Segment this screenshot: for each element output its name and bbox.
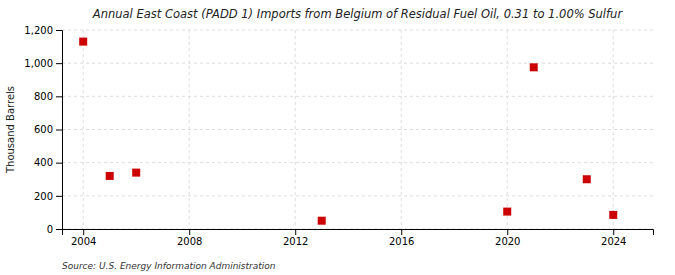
- plot-area: 2004 2008 2012 2016 2020 2024 0 200 400 600 800 1,0…: [24, 25, 653, 247]
- point: [503, 208, 511, 216]
- grid-line: [62, 96, 653, 97]
- tick-mark: [189, 229, 190, 235]
- tick: 0: [47, 224, 62, 235]
- tick: 2008: [177, 229, 202, 247]
- tick-label: 0: [47, 224, 53, 235]
- grid-line: [62, 30, 653, 31]
- tick-label: 2016: [389, 236, 414, 247]
- tick-label: 1,000: [24, 58, 53, 69]
- tick: 600: [34, 124, 62, 135]
- tick-label: 200: [34, 191, 53, 202]
- tick-label: 1,200: [24, 25, 53, 36]
- tick: 2024: [601, 229, 626, 247]
- tick-mark: [56, 229, 62, 230]
- grid-line: [62, 162, 653, 163]
- tick-mark: [295, 229, 296, 235]
- grid: [62, 30, 653, 229]
- tick: 200: [34, 191, 62, 202]
- tick-mark: [56, 30, 62, 31]
- grid-line: [62, 195, 653, 196]
- tick: 1,000: [24, 58, 62, 69]
- point: [609, 211, 617, 219]
- grid-line: [62, 63, 653, 64]
- tick-label: 2012: [283, 236, 308, 247]
- tick: 2012: [283, 229, 308, 247]
- tick-label: 2024: [601, 236, 626, 247]
- y-axis-title: Thousand Barrels: [5, 86, 16, 174]
- tick-mark: [56, 63, 62, 64]
- tick-label: 400: [34, 157, 53, 168]
- grid-line: [401, 30, 402, 229]
- point: [583, 175, 591, 183]
- point: [530, 63, 538, 71]
- tick-mark: [56, 196, 62, 197]
- grid-line: [62, 129, 653, 130]
- y-axis: 0 200 400 600 800 1,000 1,200: [24, 25, 62, 235]
- tick: 2016: [389, 229, 414, 247]
- tick-label: 600: [34, 124, 53, 135]
- tick: 2004: [71, 229, 96, 247]
- chart: 2004 2008 2012 2016 2020 2024 0 200 400 600 800 1,0…: [0, 0, 675, 275]
- grid-line: [613, 30, 614, 229]
- tick-mark: [56, 130, 62, 131]
- tick-mark: [56, 163, 62, 164]
- grid-line: [295, 30, 296, 229]
- tick: 800: [34, 91, 62, 102]
- points: [79, 38, 617, 225]
- tick-label: 2020: [495, 236, 520, 247]
- tick: 2020: [495, 229, 520, 247]
- point: [106, 172, 114, 180]
- source-note: Source: U.S. Energy Information Administ…: [62, 261, 276, 271]
- grid-line: [507, 30, 508, 229]
- tick-label: 2004: [71, 236, 96, 247]
- axis-line: [63, 230, 654, 236]
- title: Annual East Coast (PADD 1) Imports from …: [92, 7, 624, 21]
- tick-mark: [401, 229, 402, 235]
- point: [318, 217, 326, 225]
- tick-mark: [56, 96, 62, 97]
- tick: 1,200: [24, 25, 62, 36]
- tick-mark: [507, 229, 508, 235]
- grid-line: [189, 30, 190, 229]
- grid-line: [83, 30, 84, 229]
- tick-mark: [83, 229, 84, 235]
- tick: 400: [34, 157, 62, 168]
- point: [132, 169, 140, 177]
- tick-mark: [613, 229, 614, 235]
- axis-line: [56, 31, 63, 230]
- point: [79, 38, 87, 46]
- tick-label: 2008: [177, 236, 202, 247]
- tick-label: 800: [34, 91, 53, 102]
- x-axis: 2004 2008 2012 2016 2020 2024: [63, 229, 654, 247]
